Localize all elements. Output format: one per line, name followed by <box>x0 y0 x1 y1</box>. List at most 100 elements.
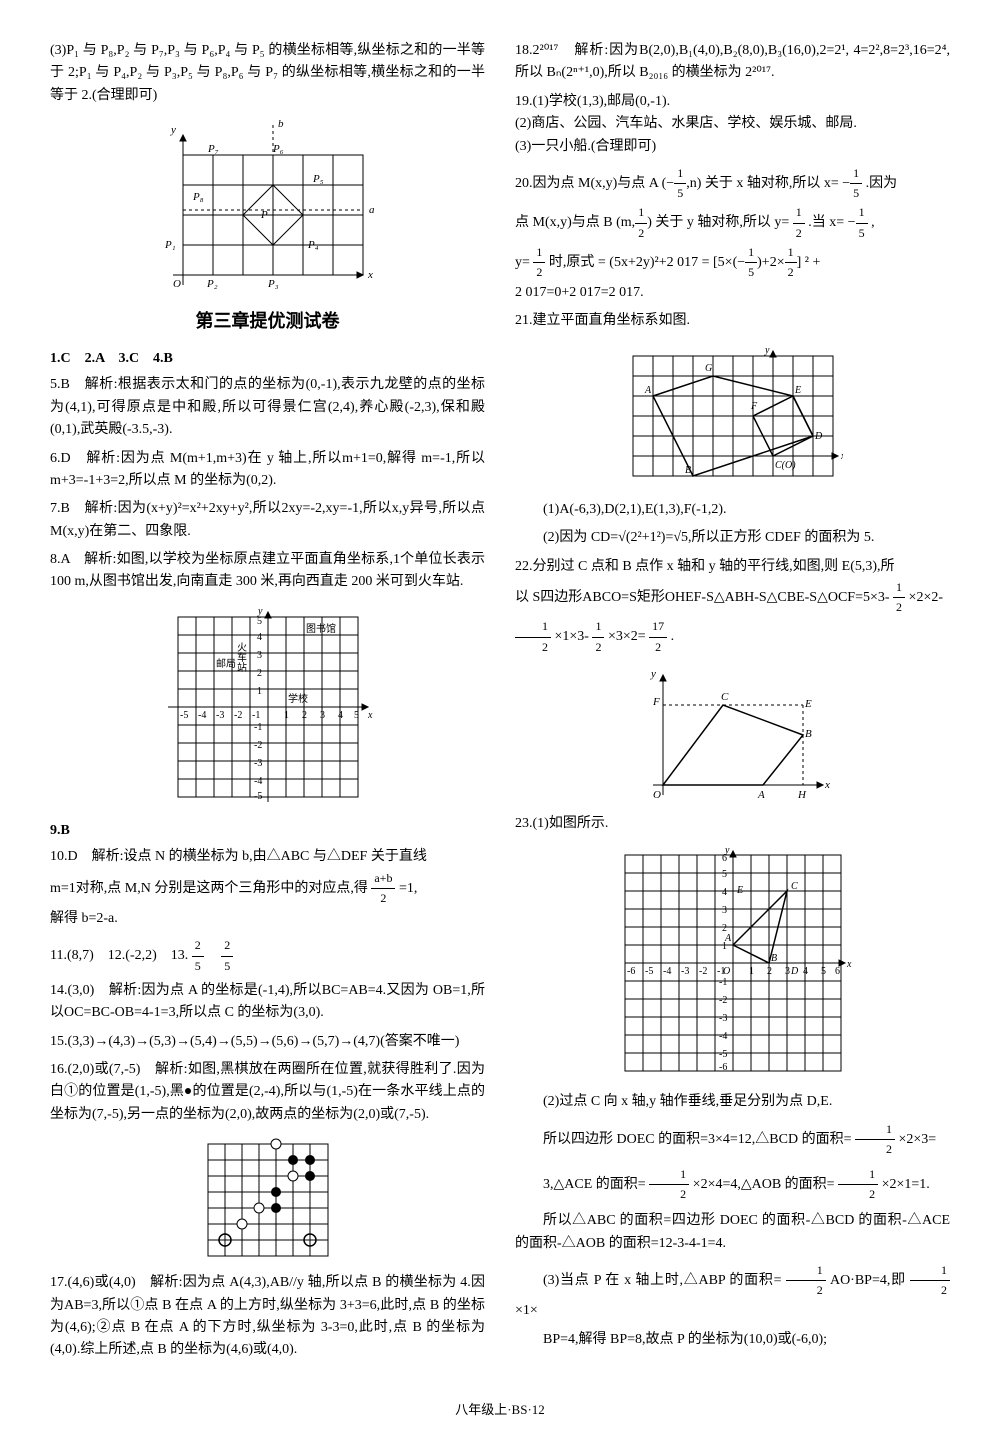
q8: 8.A 解析:如图,以学校为坐标原点建立平面直角坐标系,1个单位长表示 100 … <box>50 549 485 594</box>
svg-text:E: E <box>736 885 743 896</box>
svg-text:5: 5 <box>354 710 359 721</box>
q23-ijk: (3)当点 P 在 x 轴上时,△ABP 的面积= 12 AO·BP=4,即 1… <box>515 1261 950 1323</box>
svg-text:A: A <box>757 789 765 801</box>
q19-1: 19.(1)学校(1,3),邮局(0,-1). <box>515 94 670 109</box>
frac-17-2: 172 <box>649 617 667 656</box>
figure-6: -6-5-4-3-2-1 123456 123456 -1-2-3-4-5-6 … <box>515 843 950 1083</box>
q20-d: 点 M(x,y)与点 B <box>515 215 613 230</box>
svg-text:P₇: P₇ <box>207 143 219 155</box>
svg-text:D: D <box>790 966 799 977</box>
svg-text:y: y <box>724 845 730 856</box>
q20-b: 关于 x 轴对称,所以 x= <box>705 176 839 191</box>
q20-i: 时,原式 = (5x+2y)²+2 017 = <box>549 255 710 270</box>
q23-f: ×2×4=4,△AOB 的面积= <box>693 1177 835 1192</box>
frac-1-2f: 12 <box>515 617 551 656</box>
svg-text:P₃: P₃ <box>267 278 279 290</box>
frac-2-5a: 25 <box>192 936 204 975</box>
svg-text:O: O <box>723 966 730 977</box>
q18-a: 18.2²⁰¹⁷ 解析:因为B(2,0),B₁(4,0),B₂(8,0),B₃(… <box>515 43 849 58</box>
svg-text:3: 3 <box>722 905 727 916</box>
frac-1-5d: 15 <box>745 243 757 282</box>
frac-1-2l: 12 <box>910 1261 950 1300</box>
svg-text:-3: -3 <box>681 966 689 977</box>
q7: 7.B 解析:因为(x+y)²=x²+2xy+y²,所以2xy=-2,xy=-1… <box>50 498 485 543</box>
svg-text:-2: -2 <box>234 710 242 721</box>
q20-h: y= <box>515 255 530 270</box>
svg-text:5: 5 <box>821 966 826 977</box>
q23-p: AP=4,解得AP=4,故点 P 的坐标为(0,5)或(0,-3). <box>980 85 1000 107</box>
svg-text:1: 1 <box>257 686 262 697</box>
svg-text:-3: -3 <box>254 758 262 769</box>
svg-text:y: y <box>257 606 263 617</box>
svg-text:-4: -4 <box>254 776 262 787</box>
svg-text:4: 4 <box>257 632 262 643</box>
q22-b: 以 S四边形ABCO=S矩形OHEF-S△ABH-S△CBE-S△OCF=5×3… <box>515 590 890 605</box>
frac-1-5b: 15 <box>850 164 862 203</box>
q10-b: m=1对称,点 M,N 分别是这两个三角形中的对应点,得 <box>50 881 368 896</box>
svg-text:B: B <box>685 465 691 476</box>
q23-h: 所以△ABC 的面积=四边形 DOEC 的面积-△BCD 的面积-△ACE 的面… <box>515 1210 950 1255</box>
svg-text:x: x <box>846 959 852 970</box>
frac-1-2d: 12 <box>785 243 797 282</box>
svg-text:C: C <box>791 881 798 892</box>
q23-a: 23.(1)如图所示. <box>515 813 950 835</box>
svg-text:P₄: P₄ <box>307 239 319 251</box>
svg-text:5: 5 <box>722 869 727 880</box>
q23-c: 所以四边形 DOEC 的面积=3×4=12,△BCD 的面积= <box>543 1131 851 1146</box>
svg-text:H: H <box>797 789 807 801</box>
svg-text:x: x <box>824 779 830 791</box>
figure-5: OAHx FCEBy <box>515 665 950 805</box>
svg-text:P₈: P₈ <box>192 191 204 203</box>
svg-text:1: 1 <box>749 966 754 977</box>
figure-3 <box>50 1134 485 1264</box>
q20-g: , <box>871 215 875 230</box>
frac-1-2h: 12 <box>855 1120 895 1159</box>
svg-text:-3: -3 <box>719 1013 727 1024</box>
svg-text:a: a <box>369 204 375 216</box>
svg-text:G: G <box>705 363 712 374</box>
q23-q: 综上所述,点 P 的坐标为(0,5)或(0,-3)或(10,0)或(-6,0). <box>980 114 1000 136</box>
svg-text:3: 3 <box>785 966 790 977</box>
svg-text:图书馆: 图书馆 <box>306 622 336 635</box>
svg-text:-4: -4 <box>663 966 671 977</box>
q23-cd: 所以四边形 DOEC 的面积=3×4=12,△BCD 的面积= 12 ×2×3= <box>515 1120 950 1159</box>
svg-text:b: b <box>278 118 284 130</box>
frac-1-2g: 12 <box>592 617 604 656</box>
frac-1-5c: 15 <box>856 203 868 242</box>
svg-text:4: 4 <box>722 887 727 898</box>
q21-b: (1)A(-6,3),D(2,1),E(1,3),F(-1,2). <box>515 499 950 521</box>
q23-g: ×2×1=1. <box>882 1177 930 1192</box>
q23-d: ×2×3= <box>898 1131 936 1146</box>
svg-text:x: x <box>367 269 373 281</box>
svg-text:-5: -5 <box>254 791 262 802</box>
q22-a: 22.分别过 C 点和 B 点作 x 轴和 y 轴的平行线,如图,则 E(5,3… <box>515 559 895 574</box>
q21-c: (2)因为 CD=√(2²+1²)=√5,所以正方形 CDEF 的面积为 5. <box>515 527 950 549</box>
q10-d: 解得 b=2-a. <box>50 911 118 926</box>
svg-text:F: F <box>652 696 660 708</box>
figure-4: AGED BFC(O) xy <box>515 341 950 491</box>
frac-1-2j: 12 <box>838 1165 878 1204</box>
q23-efg: 3,△ACE 的面积= 12 ×2×4=4,△AOB 的面积= 12 ×2×1=… <box>515 1165 950 1204</box>
frac-1-2i: 12 <box>649 1165 689 1204</box>
q20-e: 关于 y 轴对称,所以 y= <box>655 215 789 230</box>
frac-1-2e: 12 <box>893 578 905 617</box>
svg-text:学校: 学校 <box>288 692 308 705</box>
q17: 17.(4,6)或(4,0) 解析:因为点 A(4,3),AB//y 轴,所以点… <box>50 1272 485 1362</box>
q20-f: .当 x= <box>808 215 844 230</box>
q20-j: ² + <box>805 255 821 270</box>
q6: 6.D 解析:因为点 M(m+1,m+3)在 y 轴上,所以m+1=0,解得 m… <box>50 448 485 493</box>
q15: 15.(3,3)→(4,3)→(5,3)→(5,4)→(5,5)→(5,6)→(… <box>50 1031 485 1053</box>
svg-text:x: x <box>367 710 373 721</box>
q23-i: (3)当点 P 在 x 轴上时,△ABP 的面积= <box>543 1273 781 1288</box>
q23-e: 3,△ACE 的面积= <box>543 1177 646 1192</box>
svg-text:3: 3 <box>320 710 325 721</box>
q22-d: ×1×3- <box>555 629 589 644</box>
frac-1-2c: 12 <box>533 243 545 282</box>
q22-e: ×3×2= <box>608 629 646 644</box>
svg-text:B: B <box>771 953 777 964</box>
q5: 5.B 解析:根据表示太和门的点的坐标为(0,-1),表示九龙壁的点的坐标为(4… <box>50 374 485 441</box>
svg-text:-1: -1 <box>252 710 260 721</box>
q21-a: 21.建立平面直角坐标系如图. <box>515 310 950 332</box>
q22-f: . <box>671 629 675 644</box>
svg-text:F: F <box>750 401 758 412</box>
